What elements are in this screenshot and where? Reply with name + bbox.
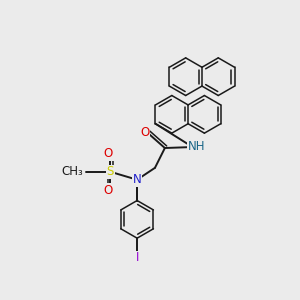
Text: N: N [133,173,142,186]
Text: S: S [107,165,114,178]
Text: CH₃: CH₃ [61,165,82,178]
Text: O: O [104,184,113,197]
Text: O: O [140,126,150,139]
Text: I: I [135,251,139,265]
Text: NH: NH [188,140,205,152]
Text: O: O [104,148,113,160]
